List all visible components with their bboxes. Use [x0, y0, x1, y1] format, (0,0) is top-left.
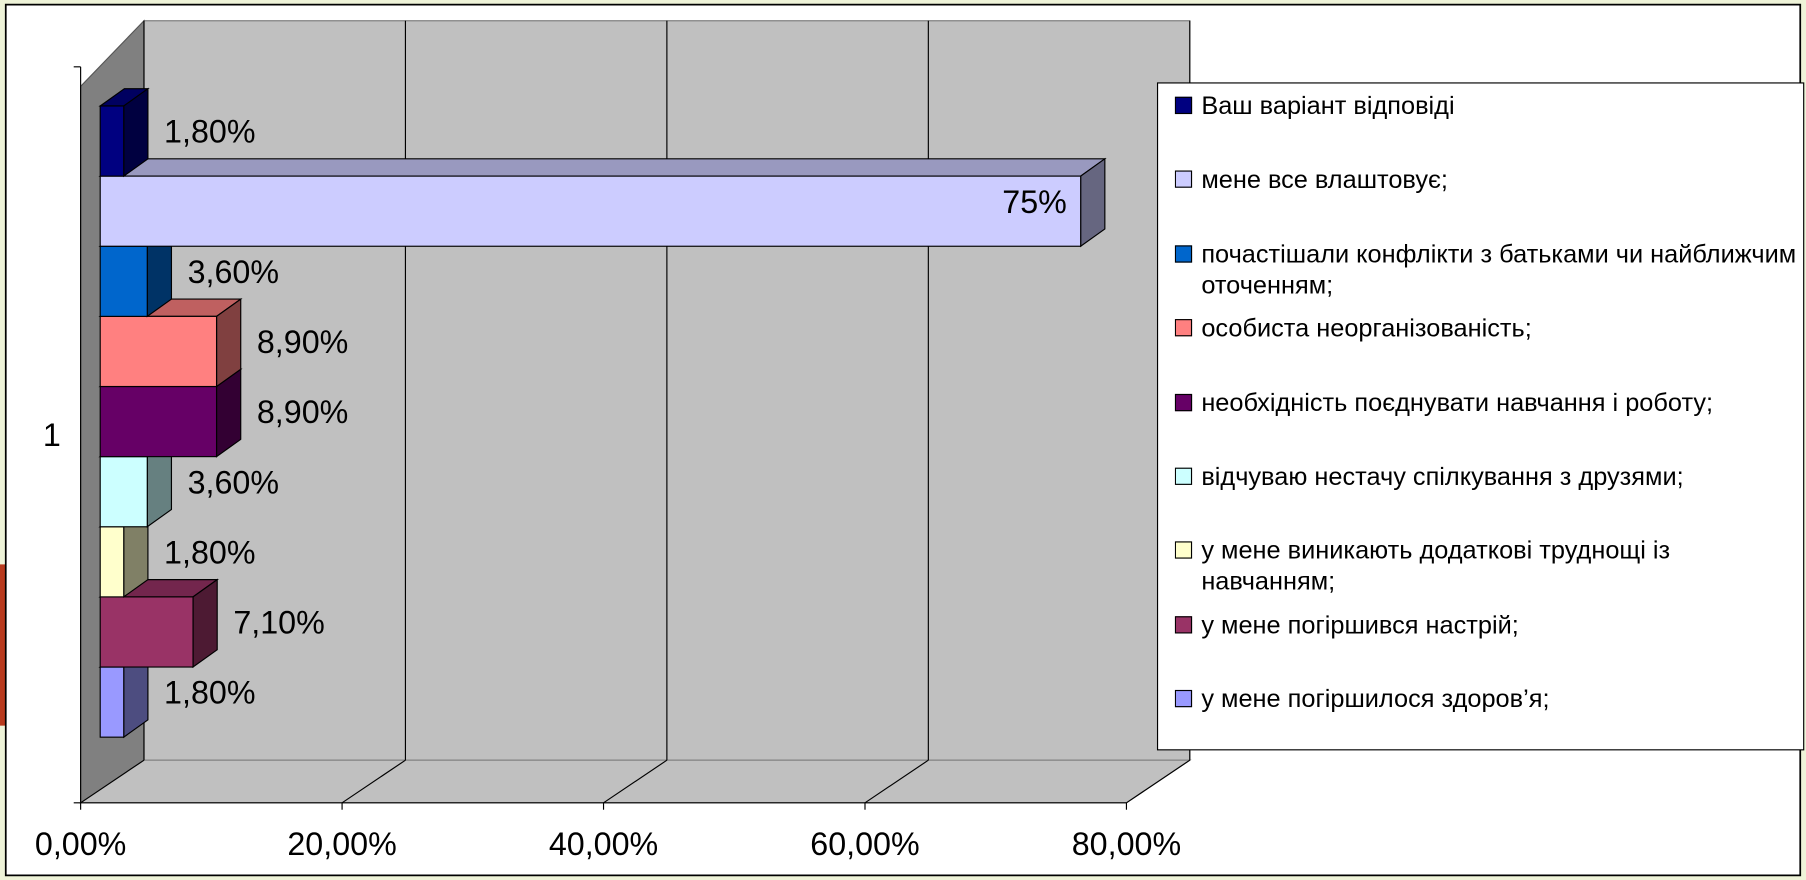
- floor-grid-line: [80, 759, 145, 804]
- legend-swatch: [1174, 615, 1193, 634]
- data-label: 75%: [1002, 184, 1067, 220]
- data-label: 1,80%: [164, 534, 255, 570]
- legend-item: мене все влаштовує;: [1174, 164, 1802, 195]
- bar-top: [98, 158, 1107, 177]
- legend-item: у мене погіршилося здоров’я;: [1174, 683, 1802, 714]
- legend-entry: необхідність поєднувати навчання і робот…: [1174, 387, 1802, 418]
- legend-swatch: [1174, 393, 1193, 411]
- x-tick-label: 60,00%: [810, 826, 919, 862]
- legend-label: особиста неорганізованість;: [1201, 313, 1532, 343]
- data-label: 8,90%: [257, 394, 348, 430]
- bar: [99, 315, 218, 388]
- data-label: 3,60%: [188, 464, 279, 500]
- legend-item: Ваш варіант відповіді: [1174, 90, 1802, 121]
- legend-label: у мене погіршилося здоров’я;: [1201, 684, 1550, 714]
- legend-label: необхідність поєднувати навчання і робот…: [1201, 387, 1714, 417]
- x-tick-label: 20,00%: [287, 826, 396, 862]
- legend-swatch: [1174, 541, 1193, 560]
- bar: [99, 666, 125, 738]
- legend-item: особиста неорганізованість;: [1174, 312, 1802, 343]
- data-label: 1,80%: [164, 675, 255, 711]
- legend-swatch: [1174, 245, 1193, 263]
- legend-swatch: [1174, 690, 1193, 708]
- bar: [99, 245, 148, 317]
- slide-accent: [0, 564, 10, 726]
- legend-swatch: [1174, 170, 1193, 189]
- legend-entry: у мене погіршився настрій;: [1174, 609, 1802, 640]
- bar: [99, 526, 125, 598]
- legend-swatch: [1174, 467, 1193, 485]
- legend-item: у мене погіршився настрій;: [1174, 609, 1802, 640]
- data-label: 7,10%: [233, 605, 324, 641]
- floor-grid-line: [1126, 759, 1191, 804]
- bar: [99, 456, 148, 528]
- legend-label: почастішали конфлікти з батьками чи найб…: [1201, 239, 1797, 300]
- legend-entry: у мене виникають додаткові труднощі із н…: [1174, 535, 1802, 597]
- bar: [99, 596, 194, 668]
- legend-label: мене все влаштовує;: [1201, 165, 1448, 194]
- legend-box: [1156, 82, 1805, 751]
- legend-item: почастішали конфлікти з батьками чи найб…: [1174, 238, 1802, 300]
- legend-entry: Ваш варіант відповіді: [1174, 90, 1802, 121]
- legend-entry: у мене погіршилося здоров’я;: [1174, 683, 1802, 714]
- legend-item: у мене виникають додаткові труднощі із н…: [1174, 535, 1802, 597]
- floor-grid-line: [603, 759, 668, 804]
- data-label: 8,90%: [257, 324, 348, 360]
- x-tick-label: 0,00%: [35, 826, 126, 862]
- floor-grid-line: [864, 759, 929, 804]
- legend-item: відчуваю нестачу спілкування з друзями;: [1174, 461, 1802, 492]
- legend-label: у мене виникають додаткові труднощі із н…: [1201, 536, 1671, 596]
- legend-label: відчуваю нестачу спілкування з друзями;: [1201, 461, 1684, 491]
- data-label: 1,80%: [164, 114, 255, 150]
- legend-entry: почастішали конфлікти з батьками чи найб…: [1174, 238, 1802, 300]
- plot: 0,00% 20,00% 40,00% 60,00% 80,00% 1 1,80% 7,10%…: [35, 19, 1805, 862]
- bar: [99, 175, 1082, 247]
- legend-swatch: [1174, 96, 1193, 115]
- x-tick-label: 80,00%: [1072, 826, 1181, 862]
- y-tick-label: 1: [43, 417, 61, 453]
- legend-entry: особиста неорганізованість;: [1174, 312, 1802, 343]
- x-tick-label: 40,00%: [549, 826, 658, 862]
- bar: [99, 105, 125, 177]
- legend-swatch: [1174, 319, 1193, 337]
- legend-item: необхідність поєднувати навчання і робот…: [1174, 387, 1802, 418]
- legend-entry: відчуваю нестачу спілкування з друзями;: [1174, 461, 1802, 492]
- legend-entry: мене все влаштовує;: [1174, 164, 1802, 195]
- data-label: 3,60%: [188, 254, 279, 290]
- legend-label: у мене погіршився настрій;: [1201, 610, 1519, 640]
- legend-label: Ваш варіант відповіді: [1201, 91, 1455, 120]
- floor-grid-line: [341, 759, 406, 804]
- bar: [99, 385, 218, 458]
